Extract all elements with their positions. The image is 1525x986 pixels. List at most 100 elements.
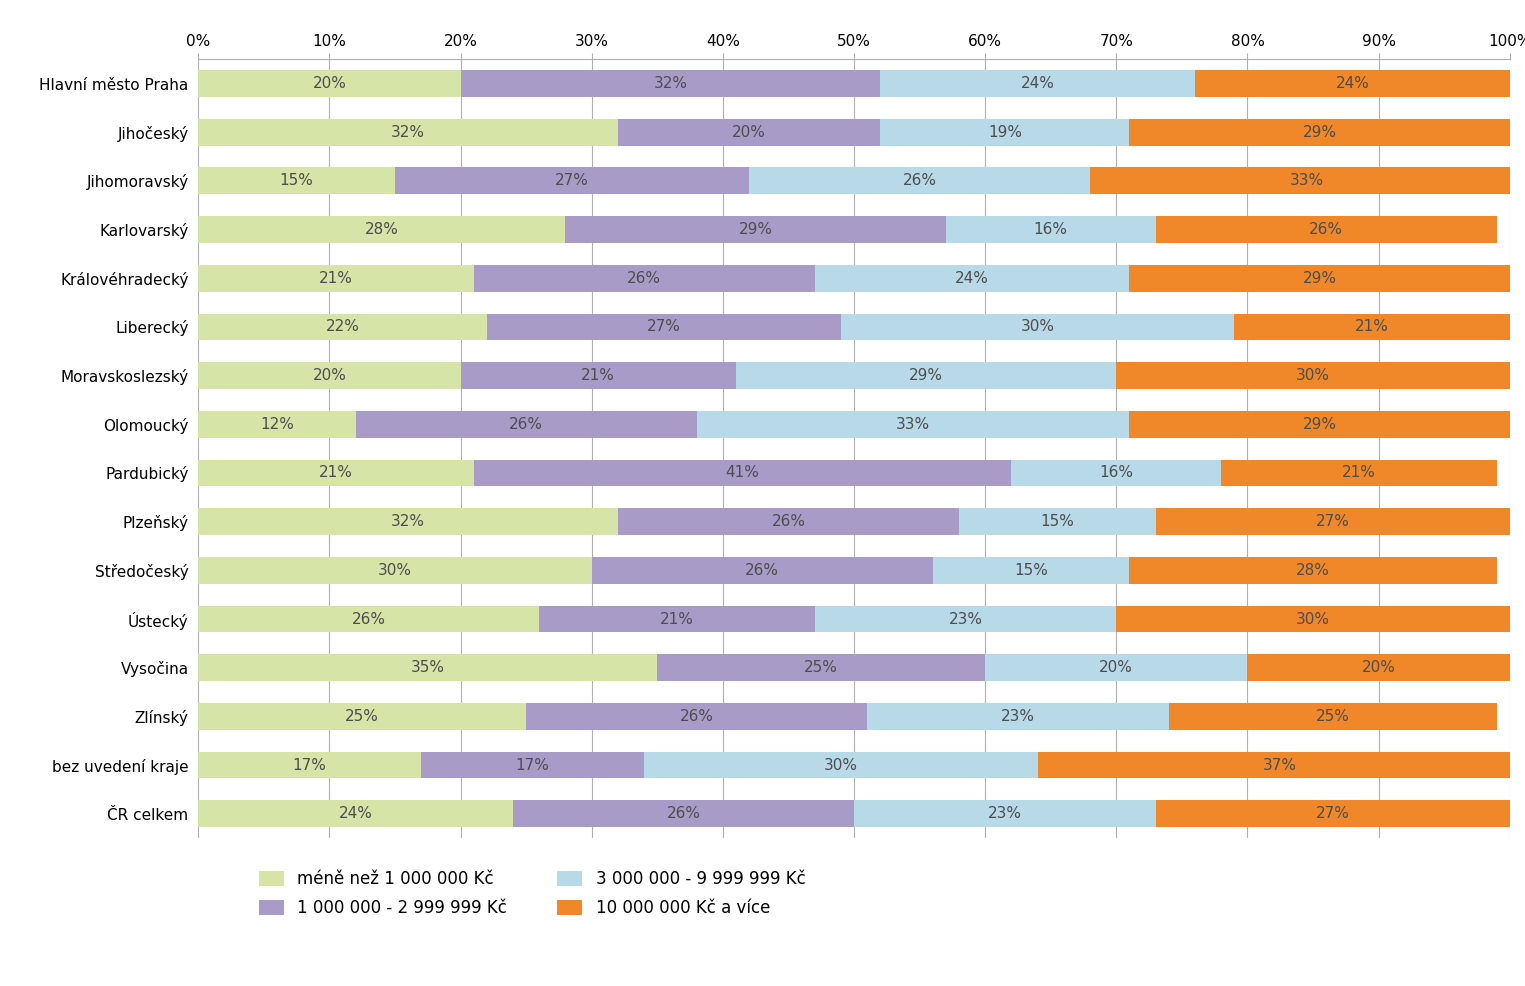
Text: 17%: 17% [293,757,326,773]
Bar [657,655,985,681]
Bar [540,605,814,632]
Text: 29%: 29% [1302,124,1336,140]
Text: 23%: 23% [949,611,982,626]
Bar [198,557,592,584]
Text: 26%: 26% [1308,222,1344,237]
Text: 21%: 21% [1356,319,1389,334]
Text: 25%: 25% [345,709,380,724]
Bar [486,314,840,340]
Bar [592,557,933,584]
Bar [198,703,526,730]
Bar [461,70,880,97]
Text: 24%: 24% [1336,76,1369,91]
Text: 15%: 15% [1040,514,1074,529]
Bar [474,459,1011,486]
Text: 26%: 26% [627,271,662,286]
Text: 19%: 19% [988,124,1022,140]
Text: 20%: 20% [313,368,346,384]
Legend: méně než 1 000 000 Kč, 1 000 000 - 2 999 999 Kč, 3 000 000 - 9 999 999 Kč, 10 00: méně než 1 000 000 Kč, 1 000 000 - 2 999… [259,870,805,917]
Text: 21%: 21% [319,465,352,480]
Text: 29%: 29% [909,368,942,384]
Bar [421,751,644,779]
Text: 37%: 37% [1263,757,1298,773]
Text: 27%: 27% [647,319,680,334]
Bar [1090,168,1523,194]
Text: 41%: 41% [726,465,759,480]
Bar [395,168,749,194]
Bar [1168,703,1496,730]
Text: 24%: 24% [339,807,372,821]
Text: 23%: 23% [1000,709,1035,724]
Text: 28%: 28% [364,222,400,237]
Text: 33%: 33% [897,417,930,432]
Bar [946,216,1156,243]
Bar [854,801,1156,827]
Bar [198,70,461,97]
Bar [198,655,657,681]
Bar [1156,216,1496,243]
Bar [1234,314,1510,340]
Bar [566,216,946,243]
Text: 27%: 27% [1316,514,1350,529]
Text: 26%: 26% [680,709,714,724]
Bar [526,703,868,730]
Bar [814,265,1130,292]
Text: 24%: 24% [1020,76,1055,91]
Text: 16%: 16% [1034,222,1068,237]
Text: 28%: 28% [1296,563,1330,578]
Text: 20%: 20% [1362,661,1395,675]
Bar [618,508,959,535]
Text: 29%: 29% [1302,417,1336,432]
Text: 21%: 21% [1342,465,1376,480]
Text: 30%: 30% [824,757,859,773]
Text: 32%: 32% [653,76,688,91]
Bar [198,216,566,243]
Bar [198,801,512,827]
Bar [737,362,1116,389]
Bar [198,362,461,389]
Text: 20%: 20% [1100,661,1133,675]
Text: 30%: 30% [1296,611,1330,626]
Bar [1130,557,1496,584]
Bar [198,168,395,194]
Bar [880,118,1130,146]
Text: 12%: 12% [259,417,294,432]
Bar [461,362,737,389]
Text: 30%: 30% [1020,319,1055,334]
Text: 23%: 23% [988,807,1022,821]
Text: 26%: 26% [509,417,543,432]
Text: 20%: 20% [313,76,346,91]
Bar [618,118,880,146]
Bar [985,655,1247,681]
Text: 27%: 27% [1316,807,1350,821]
Bar [1222,459,1496,486]
Bar [1156,801,1510,827]
Bar [198,751,421,779]
Text: 15%: 15% [279,174,314,188]
Bar [868,703,1168,730]
Bar [644,751,1037,779]
Text: 16%: 16% [1100,465,1133,480]
Bar [840,314,1234,340]
Text: 21%: 21% [581,368,615,384]
Bar [1130,265,1510,292]
Bar [814,605,1116,632]
Bar [1011,459,1222,486]
Text: 32%: 32% [390,124,425,140]
Bar [474,265,814,292]
Bar [198,459,474,486]
Text: 26%: 26% [666,807,700,821]
Text: 15%: 15% [1014,563,1048,578]
Bar [1130,118,1510,146]
Bar [198,508,618,535]
Text: 30%: 30% [1296,368,1330,384]
Bar [1247,655,1510,681]
Text: 26%: 26% [352,611,386,626]
Bar [1156,508,1510,535]
Text: 17%: 17% [515,757,549,773]
Bar [355,411,697,438]
Bar [512,801,854,827]
Text: 21%: 21% [660,611,694,626]
Text: 27%: 27% [555,174,589,188]
Text: 33%: 33% [1290,174,1324,188]
